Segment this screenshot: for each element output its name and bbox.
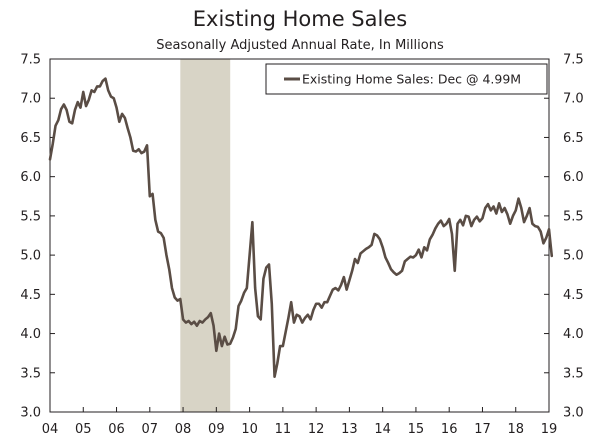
left-tick-label: 6.5 <box>20 131 41 146</box>
x-ticks: 04 05 06 07 08 09 10 11 12 13 14 15 16 17 18 19 <box>42 407 558 437</box>
x-tick-label: 06 <box>108 422 125 437</box>
x-tick-label: 04 <box>42 422 59 437</box>
x-tick-label: 05 <box>75 422 92 437</box>
left-tick-label: 4.0 <box>20 327 41 342</box>
right-tick-label: 7.5 <box>563 53 584 68</box>
right-tick-label: 6.0 <box>563 170 584 185</box>
x-tick-label: 19 <box>541 422 558 437</box>
left-tick-label: 6.0 <box>20 170 41 185</box>
right-tick-label: 4.0 <box>563 327 584 342</box>
right-tick-label: 5.5 <box>563 209 584 224</box>
chart-subtitle: Seasonally Adjusted Annual Rate, In Mill… <box>156 38 444 53</box>
x-tick-label: 16 <box>441 422 458 437</box>
right-tick-label: 3.0 <box>563 406 584 421</box>
series-line-existing-home-sales <box>48 77 554 378</box>
legend-box <box>265 63 548 95</box>
right-tick-label: 4.5 <box>563 288 584 303</box>
legend-label: Existing Home Sales: Dec @ 4.99M <box>302 72 521 87</box>
right-tick-label: 6.5 <box>563 131 584 146</box>
plot-frame <box>49 58 550 413</box>
x-tick-label: 12 <box>308 422 325 437</box>
right-tick-label: 3.5 <box>563 366 584 381</box>
x-tick-label: 09 <box>208 422 225 437</box>
x-tick-label: 13 <box>341 422 358 437</box>
left-tick-label: 7.5 <box>20 53 41 68</box>
legend: Existing Home Sales: Dec @ 4.99M <box>265 63 548 95</box>
left-tick-label: 7.0 <box>20 92 41 107</box>
left-ticks: 7.5 7.0 6.5 6.0 5.5 5.0 4.5 4.0 3.5 3.0 <box>20 53 55 421</box>
x-tick-label: 18 <box>507 422 524 437</box>
left-tick-label: 5.0 <box>20 249 41 264</box>
x-tick-label: 14 <box>374 422 391 437</box>
left-tick-label: 3.5 <box>20 366 41 381</box>
right-tick-label: 5.0 <box>563 249 584 264</box>
left-tick-label: 3.0 <box>20 406 41 421</box>
x-tick-label: 07 <box>142 422 159 437</box>
series-group <box>48 77 554 378</box>
left-tick-label: 5.5 <box>20 209 41 224</box>
x-tick-label: 11 <box>275 422 292 437</box>
x-tick-label: 10 <box>241 422 258 437</box>
x-tick-label: 08 <box>175 422 192 437</box>
recession-shading <box>180 59 231 412</box>
x-tick-label: 15 <box>408 422 425 437</box>
x-tick-label: 17 <box>474 422 491 437</box>
right-tick-label: 7.0 <box>563 92 584 107</box>
left-tick-label: 4.5 <box>20 288 41 303</box>
chart-title: Existing Home Sales <box>193 7 407 31</box>
right-ticks: 7.5 7.0 6.5 6.0 5.5 5.0 4.5 4.0 3.5 3.0 <box>544 53 584 421</box>
